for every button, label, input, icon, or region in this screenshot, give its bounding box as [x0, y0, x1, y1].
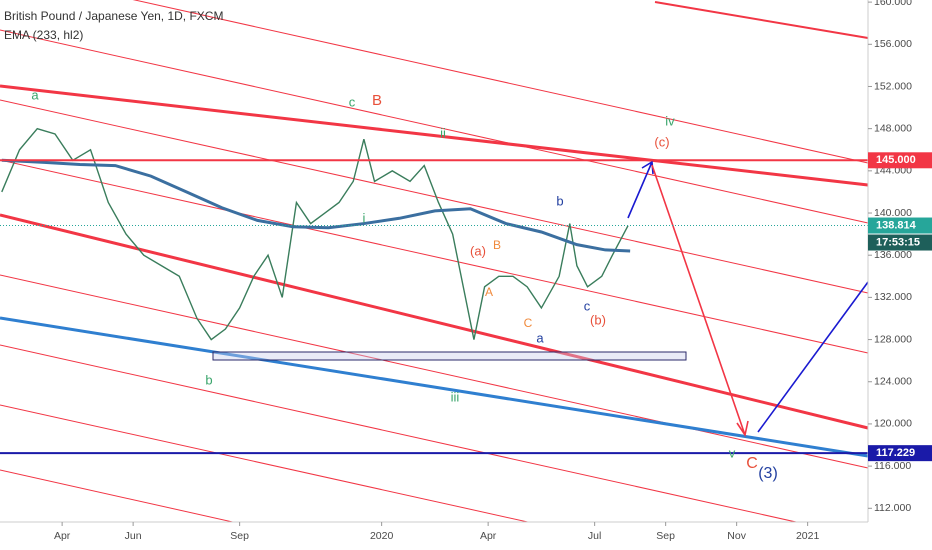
wave-label: B: [493, 238, 501, 252]
support-zone: [212, 351, 687, 361]
wave-label: (a): [470, 243, 486, 258]
wave-label: (b): [590, 312, 606, 327]
wave-label: A: [485, 285, 493, 299]
y-tick-label: 112.000: [874, 502, 911, 514]
price-tag: [868, 445, 932, 462]
wave-label: B: [372, 92, 382, 109]
wave-label: C: [524, 316, 533, 330]
y-tick-label: 160.000: [874, 0, 912, 8]
countdown-tag: [868, 234, 932, 251]
y-tick-label: 120.000: [874, 418, 912, 430]
indicator-label: EMA (233, hl2): [4, 28, 83, 42]
wave-label: b: [205, 372, 212, 387]
wave-label: iv: [665, 113, 675, 128]
chart-title: British Pound / Japanese Yen, 1D, FXCM: [4, 9, 223, 23]
series-line: [1, 127, 629, 341]
wave-label: c: [584, 298, 591, 313]
price-tag: [868, 217, 932, 234]
x-tick-label: Apr: [480, 530, 497, 542]
wave-label: c: [349, 94, 356, 109]
wave-label: a: [536, 330, 544, 345]
wave-label: (c): [654, 134, 669, 149]
series-line: [1, 158, 631, 253]
countdown-label: 17:53:15: [876, 236, 920, 248]
wave-label: b: [556, 193, 563, 208]
price-tag-label: 138.814: [876, 219, 917, 231]
y-tick-label: 148.000: [874, 122, 912, 134]
wave-label: i: [363, 210, 366, 225]
y-tick-label: 124.000: [874, 376, 912, 388]
y-tick-label: 132.000: [874, 291, 912, 303]
wave-label: C: [746, 455, 758, 472]
wave-label: a: [31, 87, 39, 102]
wave-labels: a b c B ii i iii b iv (c) (a) B A C a c …: [31, 87, 777, 482]
x-tick-label: Sep: [230, 530, 249, 542]
x-tick-label: Apr: [54, 530, 71, 542]
price-tag: [868, 152, 932, 169]
y-tick-label: 128.000: [874, 333, 912, 345]
time-axis: [0, 522, 868, 550]
x-tick-label: 2021: [796, 530, 820, 542]
x-tick-label: Sep: [656, 530, 675, 542]
x-tick-label: Jul: [588, 530, 601, 542]
x-tick-label: Jun: [125, 530, 142, 542]
y-tick-label: 136.000: [874, 249, 912, 261]
y-tick-label: 116.000: [874, 460, 911, 472]
x-tick-label: 2020: [370, 530, 394, 542]
wave-label: iii: [451, 389, 460, 404]
y-tick-label: 152.000: [874, 80, 912, 92]
price-tag-label: 145.000: [876, 154, 916, 166]
y-tick-label: 140.000: [874, 207, 912, 219]
x-tick-label: Nov: [727, 530, 746, 542]
channel-lines: [0, 0, 869, 539]
wave-label: ii: [440, 125, 446, 140]
y-tick-label: 156.000: [874, 38, 912, 50]
projection-arrows: [627, 160, 869, 438]
wave-label: (3): [758, 465, 778, 482]
price-tag-label: 117.229: [876, 447, 915, 459]
trend-line: [0, 316, 869, 458]
wave-label: v: [729, 445, 736, 460]
